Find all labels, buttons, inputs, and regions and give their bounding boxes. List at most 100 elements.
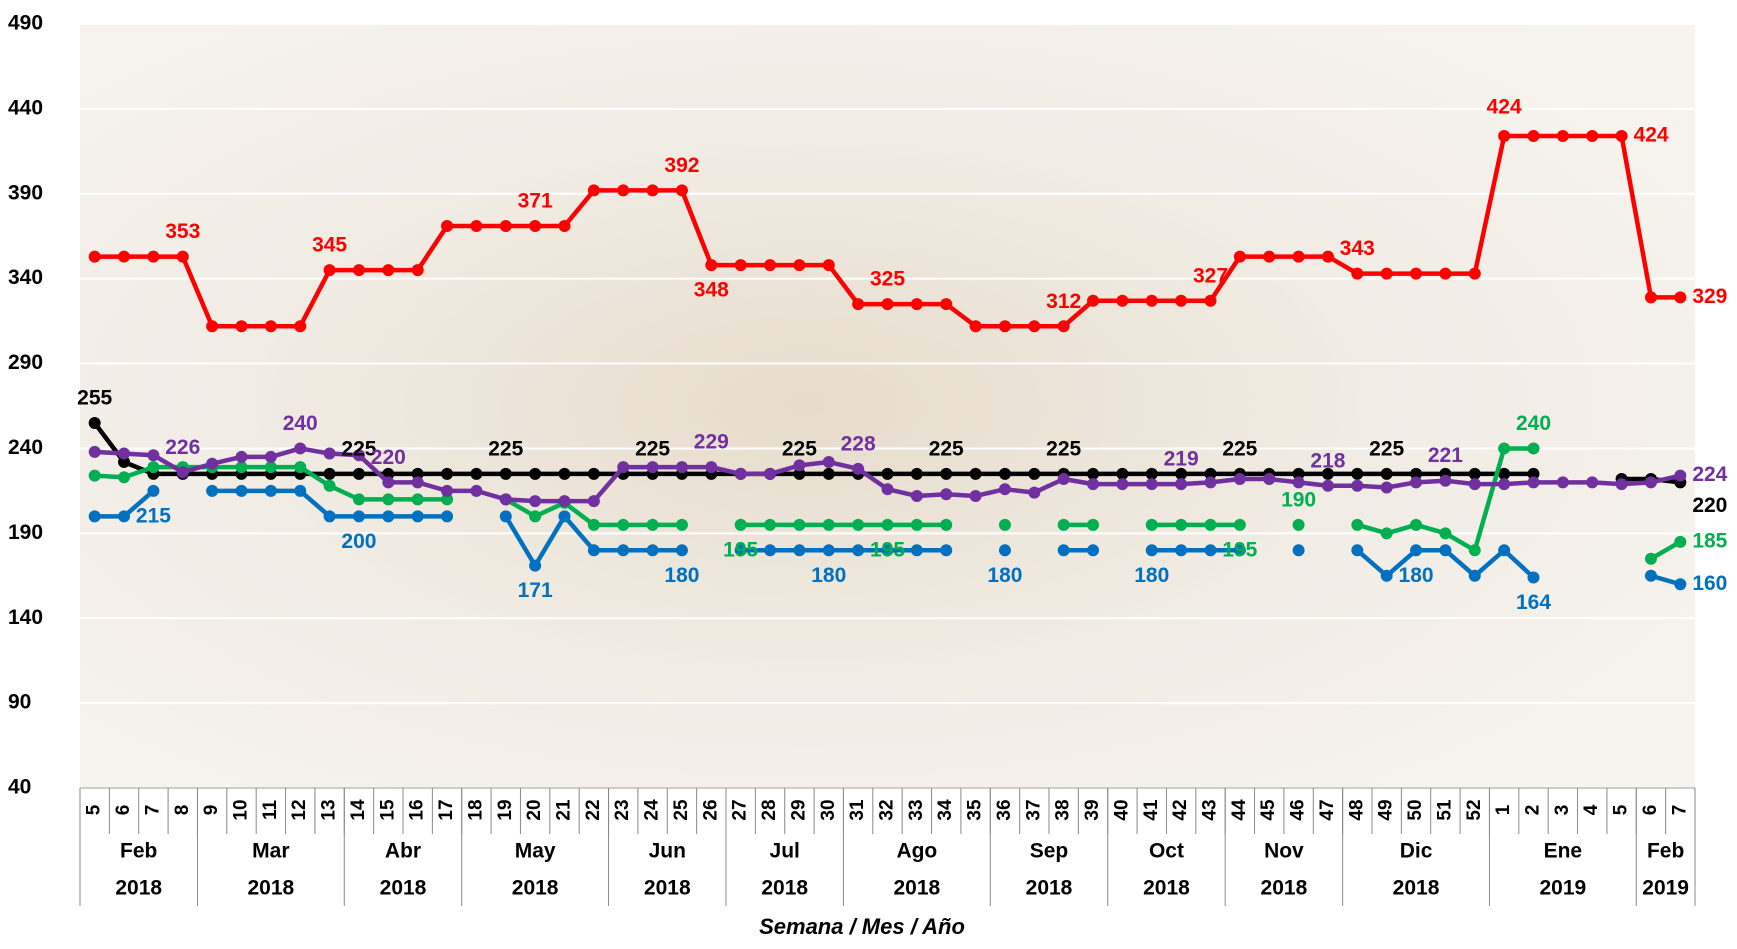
x-tick-label: 31 bbox=[847, 799, 868, 821]
x-tick-label: 16 bbox=[407, 799, 428, 820]
data-point bbox=[910, 467, 923, 480]
data-point bbox=[147, 461, 160, 474]
data-point bbox=[470, 220, 483, 233]
data-point bbox=[1292, 544, 1305, 557]
data-point bbox=[1145, 518, 1158, 531]
data-point bbox=[206, 484, 219, 497]
data-label: 195 bbox=[723, 538, 758, 561]
data-point bbox=[1556, 130, 1569, 143]
data-point bbox=[529, 559, 542, 572]
x-tick-label: 15 bbox=[377, 799, 398, 821]
data-point bbox=[1204, 544, 1217, 557]
data-point bbox=[1233, 518, 1246, 531]
data-point bbox=[793, 467, 806, 480]
data-point bbox=[382, 493, 395, 506]
data-point bbox=[646, 461, 659, 474]
x-tick-label: 29 bbox=[788, 799, 809, 820]
data-label: 220 bbox=[371, 446, 406, 469]
data-point bbox=[940, 518, 953, 531]
data-point bbox=[764, 518, 777, 531]
data-point bbox=[881, 298, 894, 311]
data-point bbox=[1087, 294, 1100, 307]
x-tick-label: 1 bbox=[1493, 804, 1514, 815]
x-tick-label: 40 bbox=[1111, 799, 1132, 820]
data-point bbox=[411, 510, 424, 523]
data-point bbox=[1321, 250, 1334, 263]
data-point bbox=[1527, 571, 1540, 584]
data-label: 225 bbox=[1369, 437, 1404, 460]
data-point bbox=[940, 298, 953, 311]
month-label: Oct bbox=[1149, 840, 1184, 863]
x-tick-label: 35 bbox=[965, 799, 986, 821]
data-label: 215 bbox=[136, 504, 171, 527]
data-point bbox=[881, 518, 894, 531]
data-point bbox=[998, 518, 1011, 531]
data-point bbox=[910, 544, 923, 557]
data-label: 229 bbox=[694, 431, 729, 454]
x-tick-label: 41 bbox=[1141, 799, 1162, 821]
x-tick-label: 12 bbox=[289, 799, 310, 820]
data-point bbox=[1674, 535, 1687, 548]
x-tick-label: 36 bbox=[994, 799, 1015, 820]
y-tick-label: 390 bbox=[8, 181, 43, 204]
data-point bbox=[529, 220, 542, 233]
data-point bbox=[1468, 544, 1481, 557]
x-tick-label: 20 bbox=[524, 799, 545, 820]
data-point bbox=[1410, 267, 1423, 280]
data-label: 195 bbox=[1222, 538, 1257, 561]
data-point bbox=[382, 264, 395, 277]
data-label: 392 bbox=[664, 154, 699, 177]
x-tick-label: 44 bbox=[1229, 799, 1250, 821]
data-point bbox=[323, 510, 336, 523]
data-point bbox=[998, 544, 1011, 557]
data-point bbox=[675, 544, 688, 557]
data-point bbox=[323, 447, 336, 460]
data-label: 220 bbox=[1692, 494, 1727, 517]
data-point bbox=[998, 483, 1011, 496]
month-label: Nov bbox=[1264, 840, 1304, 863]
data-point bbox=[352, 510, 365, 523]
data-point bbox=[587, 467, 600, 480]
data-point bbox=[1292, 250, 1305, 263]
data-label: 185 bbox=[1692, 529, 1727, 552]
data-point bbox=[734, 467, 747, 480]
x-tick-label: 30 bbox=[818, 799, 839, 820]
data-point bbox=[675, 461, 688, 474]
y-tick-label: 340 bbox=[8, 266, 43, 289]
x-tick-label: 5 bbox=[84, 804, 105, 815]
data-point bbox=[352, 493, 365, 506]
x-tick-label: 38 bbox=[1053, 799, 1074, 820]
data-point bbox=[558, 510, 571, 523]
data-point bbox=[499, 467, 512, 480]
data-point bbox=[910, 298, 923, 311]
data-point bbox=[176, 466, 189, 479]
data-label: 371 bbox=[518, 190, 553, 213]
data-point bbox=[499, 493, 512, 506]
data-label: 218 bbox=[1310, 449, 1345, 472]
x-tick-label: 13 bbox=[319, 799, 340, 820]
x-tick-label: 52 bbox=[1464, 799, 1485, 820]
data-point bbox=[1527, 442, 1540, 455]
data-point bbox=[235, 461, 248, 474]
data-point bbox=[764, 259, 777, 272]
data-point bbox=[1527, 467, 1540, 480]
data-point bbox=[1644, 476, 1657, 489]
data-point bbox=[1028, 467, 1041, 480]
data-point bbox=[499, 510, 512, 523]
data-point bbox=[1615, 130, 1628, 143]
data-point bbox=[1439, 527, 1452, 540]
data-point bbox=[1145, 294, 1158, 307]
data-point bbox=[1263, 250, 1276, 263]
data-point bbox=[441, 220, 454, 233]
year-label: 2018 bbox=[380, 877, 427, 900]
data-point bbox=[734, 259, 747, 272]
data-point bbox=[529, 495, 542, 508]
data-point bbox=[764, 467, 777, 480]
data-label: 171 bbox=[518, 579, 553, 602]
data-point bbox=[1351, 467, 1364, 480]
month-label: Feb bbox=[120, 840, 157, 863]
data-point bbox=[587, 518, 600, 531]
data-point bbox=[1321, 467, 1334, 480]
x-tick-label: 11 bbox=[260, 800, 281, 821]
data-point bbox=[1321, 479, 1334, 492]
